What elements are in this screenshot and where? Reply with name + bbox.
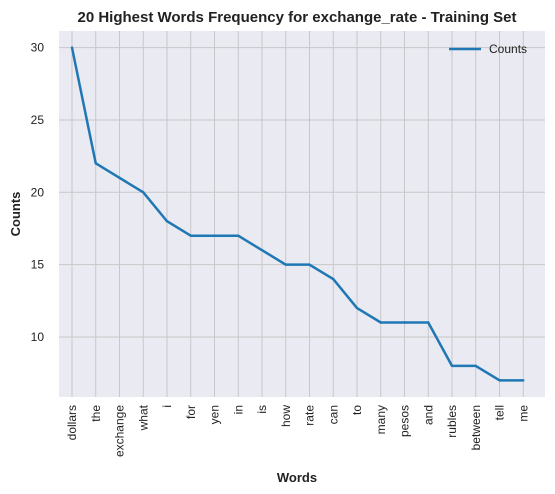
x-tick-label: tell <box>493 405 507 420</box>
x-tick-labels: dollars the exchange what i for yen in is how rate… <box>65 404 530 457</box>
y-tick-label: 10 <box>31 330 45 344</box>
data-point <box>165 220 169 223</box>
data-point <box>237 234 240 237</box>
x-tick-label: in <box>231 405 245 414</box>
data-point <box>260 248 264 252</box>
y-gridlines <box>59 47 545 338</box>
x-tick-label: i <box>160 405 174 408</box>
data-point <box>189 234 192 237</box>
x-tick-label: exchange <box>113 405 127 457</box>
x-gridlines <box>71 31 524 397</box>
x-tick-label: many <box>374 405 388 434</box>
data-point <box>498 379 501 382</box>
x-tick-label: to <box>350 405 364 415</box>
x-tick-label: me <box>516 405 530 422</box>
x-tick-label: for <box>184 405 198 419</box>
data-point <box>332 277 335 281</box>
data-point <box>403 321 406 324</box>
data-point <box>355 306 359 310</box>
x-tick-label: pesos <box>398 405 412 437</box>
x-tick-label: between <box>469 405 483 450</box>
data-point <box>284 263 287 266</box>
series-line-0 <box>70 47 524 382</box>
data-point <box>379 321 382 324</box>
y-tick-label: 15 <box>31 258 45 272</box>
legend: Counts <box>449 42 527 56</box>
data-point <box>213 234 216 237</box>
y-axis-label: Counts <box>8 192 23 237</box>
y-tick-labels: 10 15 20 25 30 <box>31 41 45 344</box>
x-tick-label: dollars <box>65 405 79 440</box>
legend-label: Counts <box>489 42 527 56</box>
data-point <box>474 364 477 368</box>
x-axis-label: Words <box>277 470 317 485</box>
data-point <box>427 321 430 324</box>
data-point <box>94 162 97 165</box>
y-tick-label: 30 <box>31 41 45 55</box>
x-tick-label: yen <box>208 405 222 424</box>
x-tick-label: how <box>279 405 293 427</box>
data-point <box>522 379 525 382</box>
data-point <box>118 176 121 180</box>
x-tick-label: rate <box>303 405 317 426</box>
data-point <box>142 191 145 194</box>
data-point <box>450 364 454 368</box>
x-tick-label: can <box>326 405 340 424</box>
chart-title: 20 Highest Words Frequency for exchange_… <box>77 9 516 26</box>
x-tick-label: and <box>421 405 435 425</box>
data-point <box>70 46 74 49</box>
x-tick-label: what <box>136 404 150 431</box>
x-tick-label: is <box>255 405 269 414</box>
x-tick-label: the <box>89 405 103 422</box>
series-layer <box>70 46 525 382</box>
y-tick-label: 20 <box>31 185 45 199</box>
y-tick-label: 25 <box>31 113 45 127</box>
data-point <box>308 263 311 266</box>
x-tick-label: rubles <box>445 405 459 438</box>
plot-background <box>59 31 545 397</box>
